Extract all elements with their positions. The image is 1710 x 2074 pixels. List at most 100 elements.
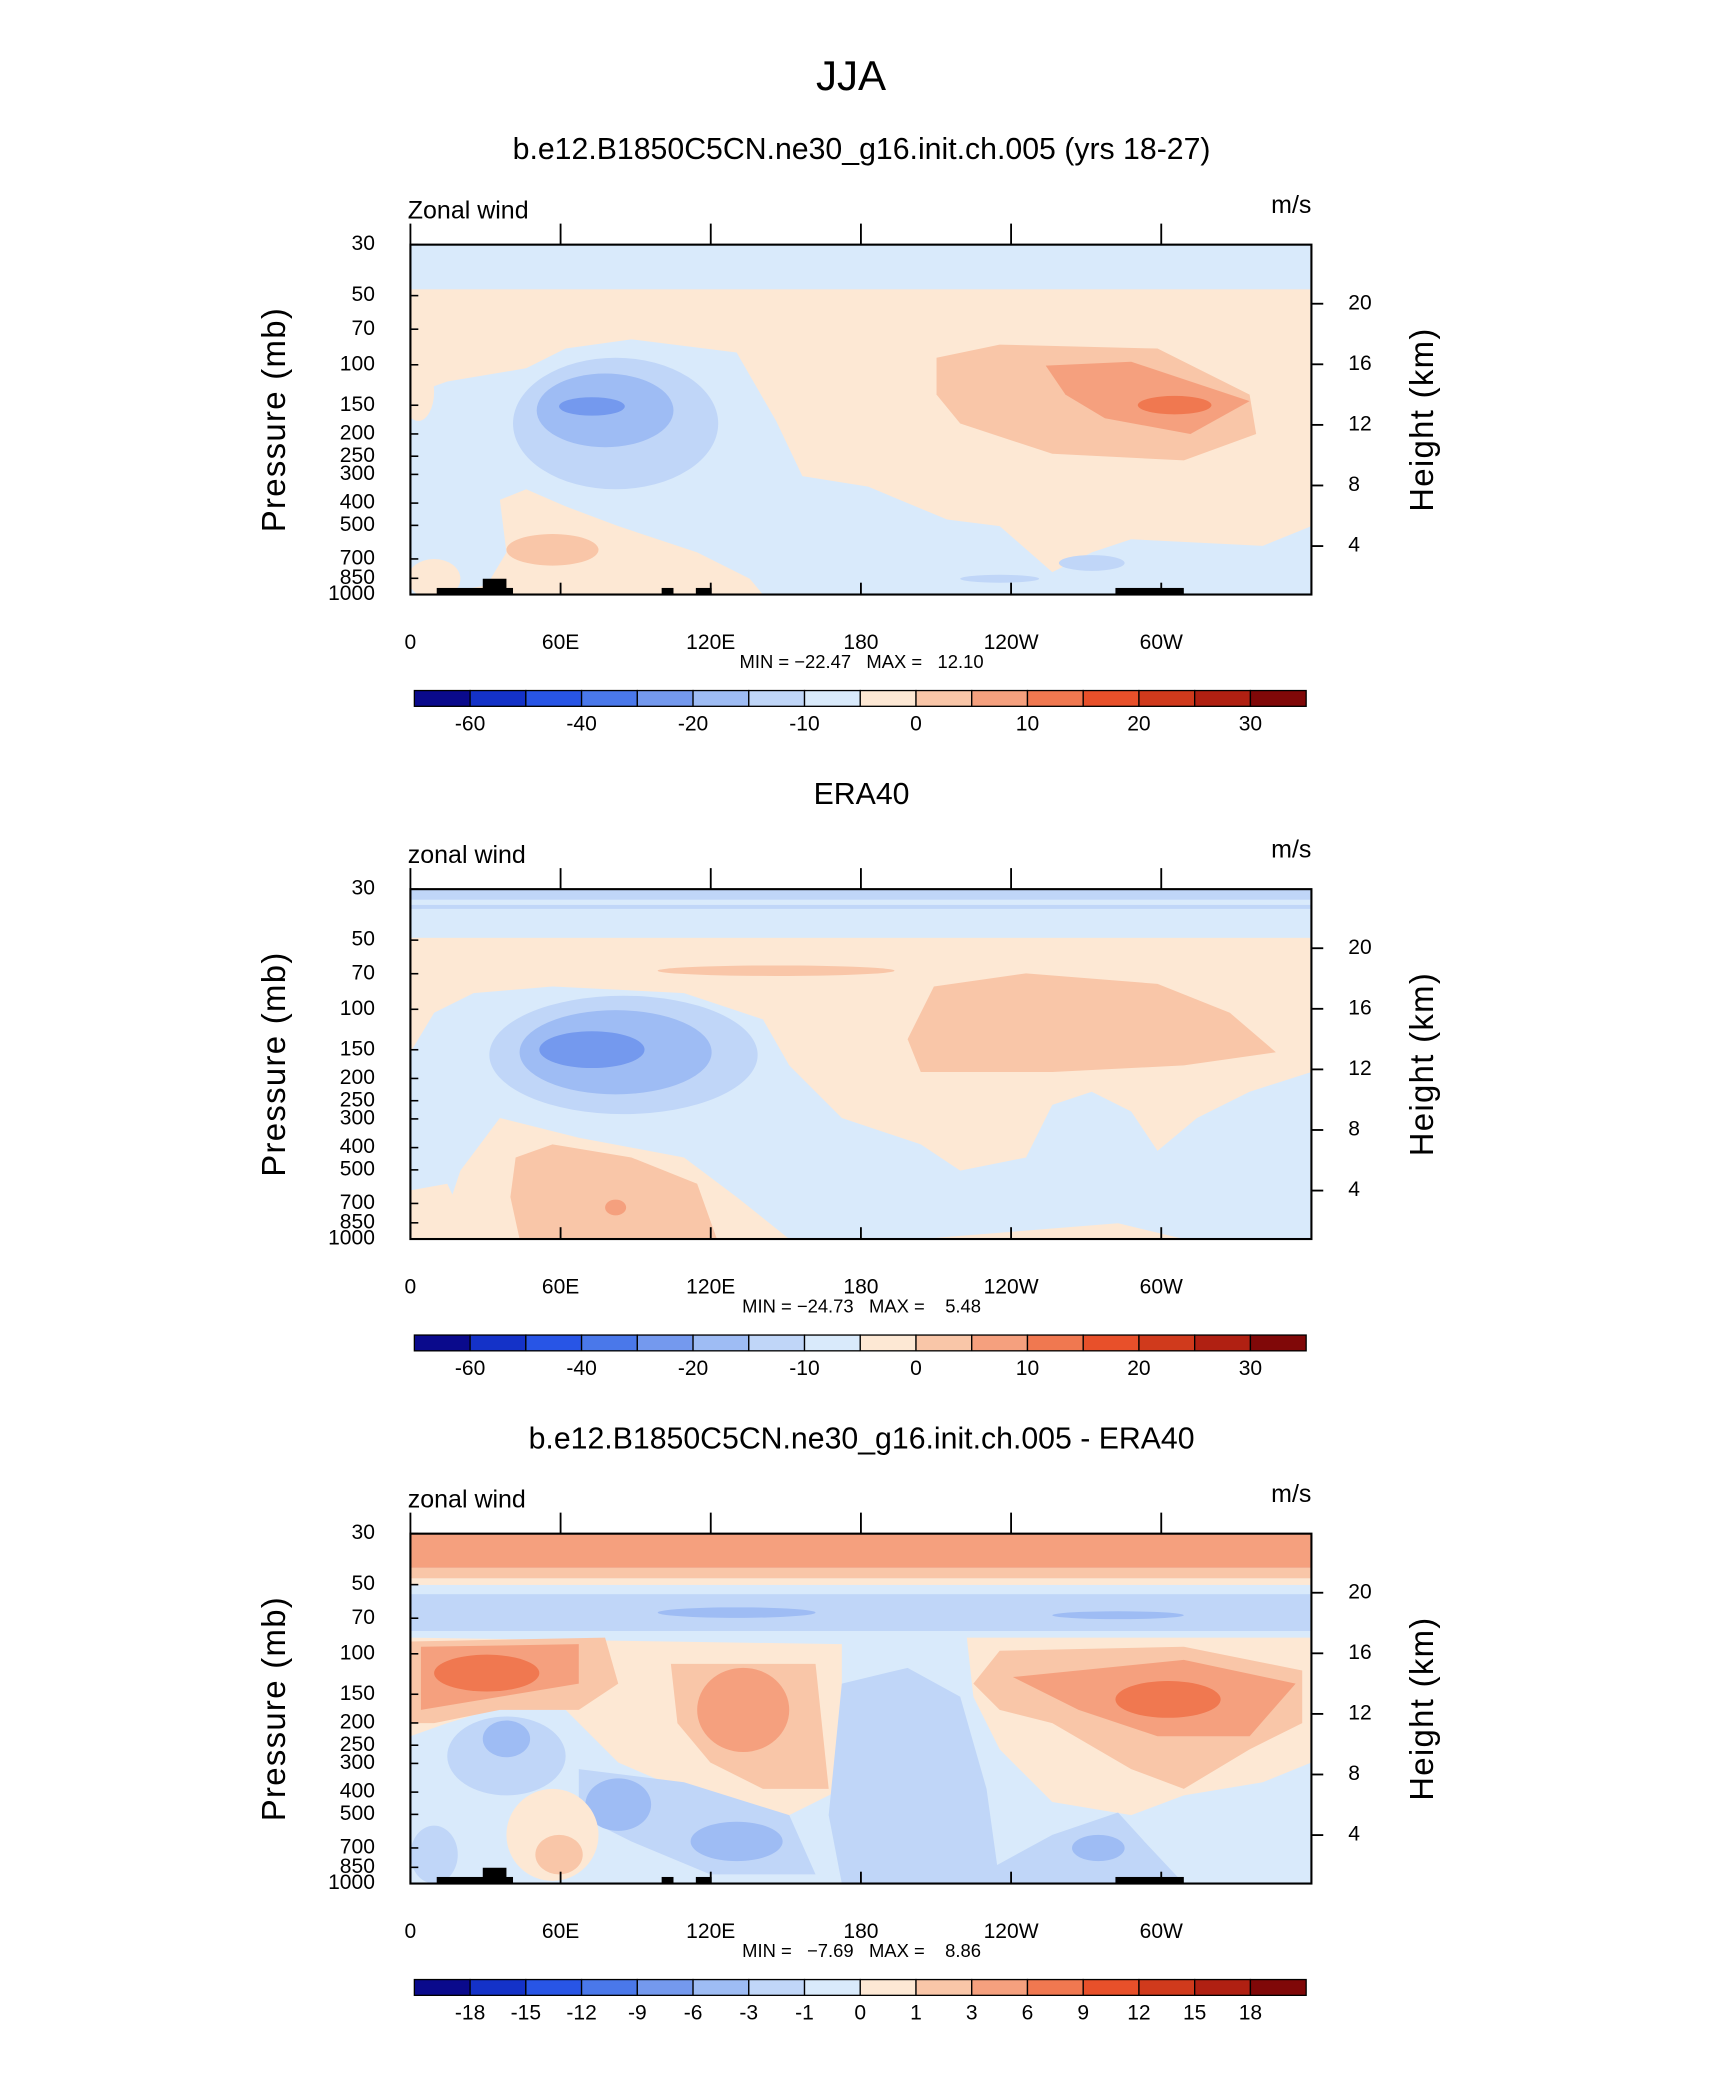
colorbar-label: 9	[1077, 2001, 1089, 2024]
colorbar-box	[1138, 1334, 1196, 1352]
colorbar-box	[1026, 1334, 1084, 1352]
y-tick-label: 200	[340, 1066, 375, 1089]
colorbar-box	[1249, 1978, 1307, 1997]
figure-title: JJA	[816, 52, 886, 99]
x-tick-label: 60W	[1140, 631, 1183, 654]
y-tick-label: 300	[340, 462, 375, 485]
contour-region	[539, 1031, 645, 1069]
colorbar-box	[1249, 1334, 1307, 1352]
contour-region	[434, 489, 763, 595]
colorbar-box	[915, 689, 973, 707]
contour-region	[434, 1654, 540, 1692]
contour-region	[828, 1667, 1000, 1884]
terrain	[1115, 1876, 1184, 1884]
y2-axis-label: Height (km)	[1403, 1616, 1440, 1800]
y2-axis-label: Height (km)	[1403, 972, 1440, 1156]
colorbar-box	[1026, 1978, 1084, 1997]
contour-region	[697, 1667, 790, 1753]
x-tick-label: 120E	[686, 631, 735, 654]
right-title: m/s	[1271, 836, 1311, 864]
x-tick-label: 120E	[686, 1920, 735, 1943]
y2-tick-label: 12	[1348, 1057, 1371, 1080]
colorbar-label: -12	[566, 2001, 596, 2024]
y-tick-label: 400	[340, 1780, 375, 1803]
terrain	[695, 1876, 712, 1884]
colorbar-box	[748, 689, 806, 707]
y2-tick-label: 20	[1348, 291, 1371, 314]
contour-field	[410, 1533, 1312, 1884]
y-tick-label: 200	[340, 422, 375, 445]
colorbar-label: -6	[684, 2001, 703, 2024]
colorbar-label: -40	[566, 712, 596, 735]
y-tick-label: 250	[340, 1733, 375, 1756]
y-axis-label: Pressure (mb)	[255, 307, 292, 532]
y-axis-label: Pressure (mb)	[255, 1596, 292, 1821]
colorbar-label: 30	[1239, 712, 1262, 735]
colorbar-box	[803, 689, 861, 707]
y-tick-label: 50	[352, 1572, 375, 1595]
x-tick-label: 60E	[542, 1275, 579, 1298]
y2-tick-label: 12	[1348, 1701, 1371, 1724]
contour-field	[410, 889, 1312, 1240]
contour-region	[657, 1607, 816, 1618]
x-tick-label: 0	[405, 631, 417, 654]
contour-region	[690, 1821, 783, 1862]
contour-region	[1115, 1680, 1221, 1718]
colorbar-box	[636, 689, 694, 707]
colorbar-label: 20	[1127, 712, 1150, 735]
contour-field	[410, 244, 1312, 595]
colorbar-box	[413, 689, 471, 707]
contour-region	[1045, 361, 1250, 435]
stats: MIN = −24.73 MAX = 5.48	[742, 1295, 981, 1316]
x-tick-label: 0	[405, 1920, 417, 1943]
colorbar-box	[803, 1334, 861, 1352]
y-tick-label: 250	[340, 1088, 375, 1111]
terrain	[661, 587, 674, 595]
colorbar-label: 18	[1239, 2001, 1262, 2024]
colorbar-box	[692, 689, 750, 707]
colorbar-box	[469, 1978, 527, 1997]
x-tick-label: 60W	[1140, 1275, 1183, 1298]
y-tick-label: 150	[340, 1037, 375, 1060]
colorbar-box	[748, 1334, 806, 1352]
y-tick-label: 100	[340, 997, 375, 1020]
contour-region	[960, 574, 1040, 583]
colorbar-box	[1082, 1978, 1140, 1997]
y-tick-label: 70	[352, 317, 375, 340]
x-tick-label: 120W	[984, 1275, 1039, 1298]
colorbar-label: 6	[1022, 2001, 1034, 2024]
colorbar-label: -18	[455, 2001, 485, 2024]
colorbar-box	[469, 1334, 527, 1352]
panel-title: b.e12.B1850C5CN.ne30_g16.init.ch.005 - E…	[529, 1422, 1195, 1455]
contour-region	[907, 973, 1276, 1072]
x-tick-label: 180	[843, 1275, 878, 1298]
colorbar-box	[525, 1334, 583, 1352]
y-tick-label: 700	[340, 546, 375, 569]
colorbar-box	[859, 689, 917, 707]
terrain	[661, 1876, 674, 1884]
colorbar-box	[803, 1978, 861, 1997]
colorbar-label: 0	[854, 2001, 866, 2024]
colorbar-box	[1194, 689, 1252, 707]
y-tick-label: 100	[340, 352, 375, 375]
x-tick-label: 120W	[984, 1920, 1039, 1943]
colorbar-label: -20	[678, 1357, 708, 1380]
y-tick-label: 700	[340, 1836, 375, 1859]
stats: MIN = −22.47 MAX = 12.10	[740, 651, 984, 672]
colorbar-label: 0	[910, 1357, 922, 1380]
panel-title: ERA40	[814, 778, 910, 811]
y-tick-label: 500	[340, 1157, 375, 1180]
y-tick-label: 100	[340, 1641, 375, 1664]
x-tick-label: 60E	[542, 1920, 579, 1943]
y-tick-label: 30	[352, 1521, 375, 1544]
y2-tick-label: 8	[1348, 1762, 1360, 1785]
terrain	[482, 1867, 507, 1884]
y-tick-label: 150	[340, 393, 375, 416]
x-tick-label: 60E	[542, 631, 579, 654]
colorbar-box	[1249, 689, 1307, 707]
x-tick-label: 180	[843, 1920, 878, 1943]
terrain	[695, 587, 712, 595]
y2-tick-label: 8	[1348, 473, 1360, 496]
